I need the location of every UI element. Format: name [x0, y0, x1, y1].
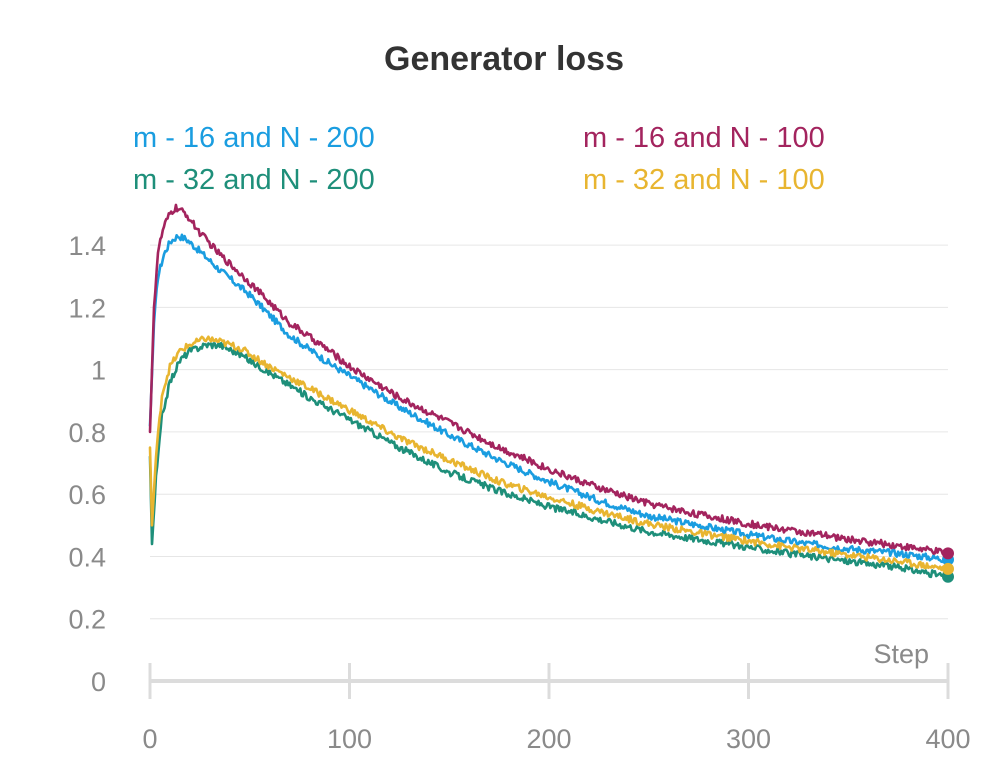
- x-tick-label: 200: [526, 724, 571, 754]
- y-axis: 0 0.2 0.4 0.6 0.8 1 1.2 1.4: [68, 231, 106, 697]
- series-group: [150, 205, 954, 583]
- series-end-marker: [942, 547, 954, 559]
- series-line: [150, 205, 948, 554]
- x-tick-label: 0: [142, 724, 157, 754]
- y-tick-label: 0.4: [68, 542, 106, 572]
- series-end-marker: [942, 563, 954, 575]
- y-tick-label: 0.6: [68, 480, 106, 510]
- series-line: [150, 235, 948, 562]
- legend-entry: m - 16 and N - 100: [583, 122, 825, 154]
- legend-entry: m - 32 and N - 100: [583, 164, 825, 196]
- legend-entry: m - 32 and N - 200: [133, 164, 375, 196]
- x-tick-label: 100: [327, 724, 372, 754]
- series-line: [150, 343, 948, 577]
- x-tick-label: 300: [726, 724, 771, 754]
- y-tick-label: 1.2: [68, 293, 106, 323]
- y-tick-label: 0.8: [68, 418, 106, 448]
- y-tick-label: 1.4: [68, 231, 106, 261]
- x-axis: 0 100 200 300 400: [142, 663, 970, 754]
- legend: m - 16 and N - 200 m - 16 and N - 100 m - …: [133, 122, 825, 196]
- y-tick-label: 0: [91, 667, 106, 697]
- chart-title: Generator loss: [384, 40, 624, 78]
- legend-entry: m - 16 and N - 200: [133, 122, 375, 154]
- y-tick-label: 1: [91, 356, 106, 386]
- x-axis-label: Step: [873, 639, 929, 669]
- x-tick-label: 400: [925, 724, 970, 754]
- y-tick-label: 0.2: [68, 605, 106, 635]
